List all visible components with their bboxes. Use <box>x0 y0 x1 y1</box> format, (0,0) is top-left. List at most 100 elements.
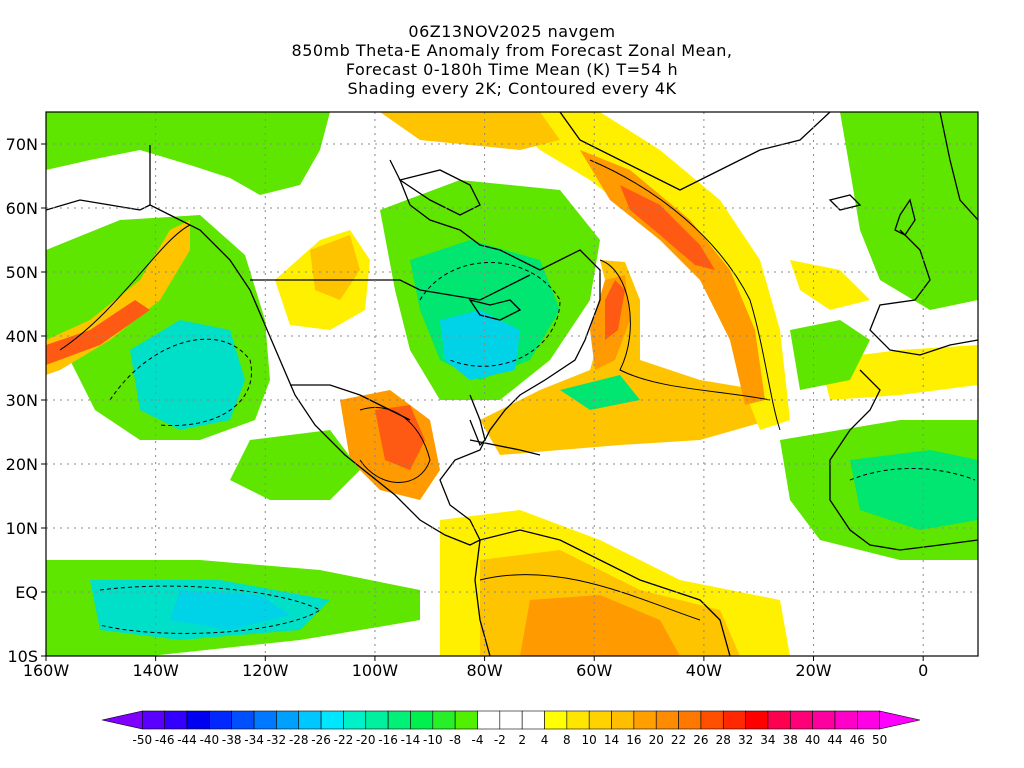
colorbar-swatch <box>164 710 188 730</box>
florida-coast <box>469 394 486 447</box>
greenland-coast <box>559 112 831 191</box>
y-axis-ticks: 70N 60N 50N 40N 30N 20N 10N EQ 10S <box>6 135 46 666</box>
x-tick-label: 140W <box>132 661 179 680</box>
x-tick-label: 100W <box>352 661 399 680</box>
cuba-coast <box>469 439 541 456</box>
x-tick-label: 80W <box>466 661 502 680</box>
africa-coast <box>829 369 978 551</box>
colorbar-label: -14 <box>401 733 421 747</box>
colorbar-label: 20 <box>649 733 664 747</box>
europe-coast <box>869 229 978 356</box>
contour-line <box>849 467 976 481</box>
colorbar-swatch <box>700 710 724 730</box>
colorbar-label: 50 <box>872 733 887 747</box>
colorbar-swatch <box>454 710 478 730</box>
colorbar-swatch <box>387 710 411 730</box>
colorbar-swatch <box>789 710 813 730</box>
y-tick-label: 70N <box>6 135 38 154</box>
y-tick-label: 20N <box>6 455 38 474</box>
south-america-orange-deep <box>520 595 680 656</box>
colorbar-label: 2 <box>518 733 526 747</box>
title-line-3: Forecast 0-180h Time Mean (K) T=54 h <box>345 60 679 79</box>
north-america-coast <box>149 145 601 546</box>
north-atlantic-plume-orange <box>580 150 765 405</box>
atlantic-plume-red <box>605 280 625 340</box>
iceland-coast <box>828 194 862 211</box>
colorbar-swatch <box>365 710 389 730</box>
caribbean-green <box>230 430 360 500</box>
x-tick-label: 160W <box>23 661 70 680</box>
colorbar-swatch <box>477 710 501 730</box>
colorbar-swatch <box>544 710 568 730</box>
colorbar-swatch <box>432 710 456 730</box>
colorbar-swatch <box>722 710 746 730</box>
colorbar-label: -38 <box>222 733 242 747</box>
colorbar-swatch <box>499 710 523 730</box>
pacific-cyan-core <box>130 320 245 430</box>
great-lakes <box>468 298 522 321</box>
colorbar-swatch <box>611 710 635 730</box>
colorbar-label: -40 <box>200 733 220 747</box>
lat-lon-gridlines <box>46 112 978 656</box>
colorbar-swatch <box>767 710 791 730</box>
colorbar-label: -22 <box>334 733 354 747</box>
europe-green <box>840 112 978 310</box>
scandinavia-coast <box>939 112 978 221</box>
colorbar-arrow-max <box>879 710 921 730</box>
western-us-gold <box>310 235 360 300</box>
plot-frame <box>45 111 979 657</box>
colorbar-label: -50 <box>133 733 153 747</box>
colorbar-label: -32 <box>267 733 287 747</box>
colorbar-label: 4 <box>541 733 549 747</box>
colorbar-swatch <box>678 710 702 730</box>
hudson-bay-coast <box>398 169 481 216</box>
colorbar-label: -44 <box>177 733 197 747</box>
colorbar-label: 22 <box>671 733 686 747</box>
colorbar-swatch <box>857 710 880 730</box>
colorbar-swatch <box>410 710 434 730</box>
arctic-green-region <box>46 112 330 195</box>
tropical-pacific-cyan-deep <box>170 590 290 630</box>
us-canada-border <box>250 274 531 301</box>
x-tick-label: 120W <box>242 661 289 680</box>
colorbar-label: 38 <box>783 733 798 747</box>
colorbar-swatch <box>186 710 210 730</box>
y-tick-label: EQ <box>15 583 38 602</box>
greenland-orange <box>380 112 560 150</box>
colorbar-label: 8 <box>563 733 571 747</box>
south-america-coast <box>479 529 731 656</box>
us-mexico-border <box>290 384 411 421</box>
x-tick-label: 0 <box>918 661 928 680</box>
colorbar-swatch <box>298 710 322 730</box>
colorbar-label: 34 <box>760 733 775 747</box>
colorbar-swatch <box>566 710 590 730</box>
colorbar: -50 -46 -44 -40 -38 -34 -32 -28 -26 -22 -20 -16 -14-… <box>101 710 921 747</box>
colorbar-swatch <box>834 710 858 730</box>
contour-line <box>589 159 781 431</box>
colorbar-label: -26 <box>311 733 331 747</box>
title-line-2: 850mb Theta-E Anomaly from Forecast Zona… <box>291 41 733 60</box>
y-tick-label: 30N <box>6 391 38 410</box>
y-tick-label: 50N <box>6 263 38 282</box>
anomaly-shading <box>46 112 978 656</box>
colorbar-label: -4 <box>472 733 484 747</box>
colorbar-label: 16 <box>626 733 641 747</box>
colorbar-swatch <box>812 710 836 730</box>
colorbar-label: -46 <box>155 733 175 747</box>
colorbar-swatch <box>633 710 657 730</box>
africa-green-mid <box>850 450 978 530</box>
contour-line <box>99 585 322 634</box>
mid-atlantic-green <box>790 320 870 390</box>
y-tick-label: 60N <box>6 199 38 218</box>
colorbar-label: 32 <box>738 733 753 747</box>
contour-line <box>109 338 252 427</box>
colorbar-label: 26 <box>693 733 708 747</box>
alaska-coast <box>46 199 151 211</box>
uk-coast <box>894 198 916 236</box>
colorbar-swatch <box>253 710 277 730</box>
coastlines-and-borders <box>46 112 978 656</box>
y-tick-label: 40N <box>6 327 38 346</box>
x-tick-label: 20W <box>795 661 831 680</box>
x-tick-label: 60W <box>576 661 612 680</box>
colorbar-swatch <box>142 710 165 730</box>
